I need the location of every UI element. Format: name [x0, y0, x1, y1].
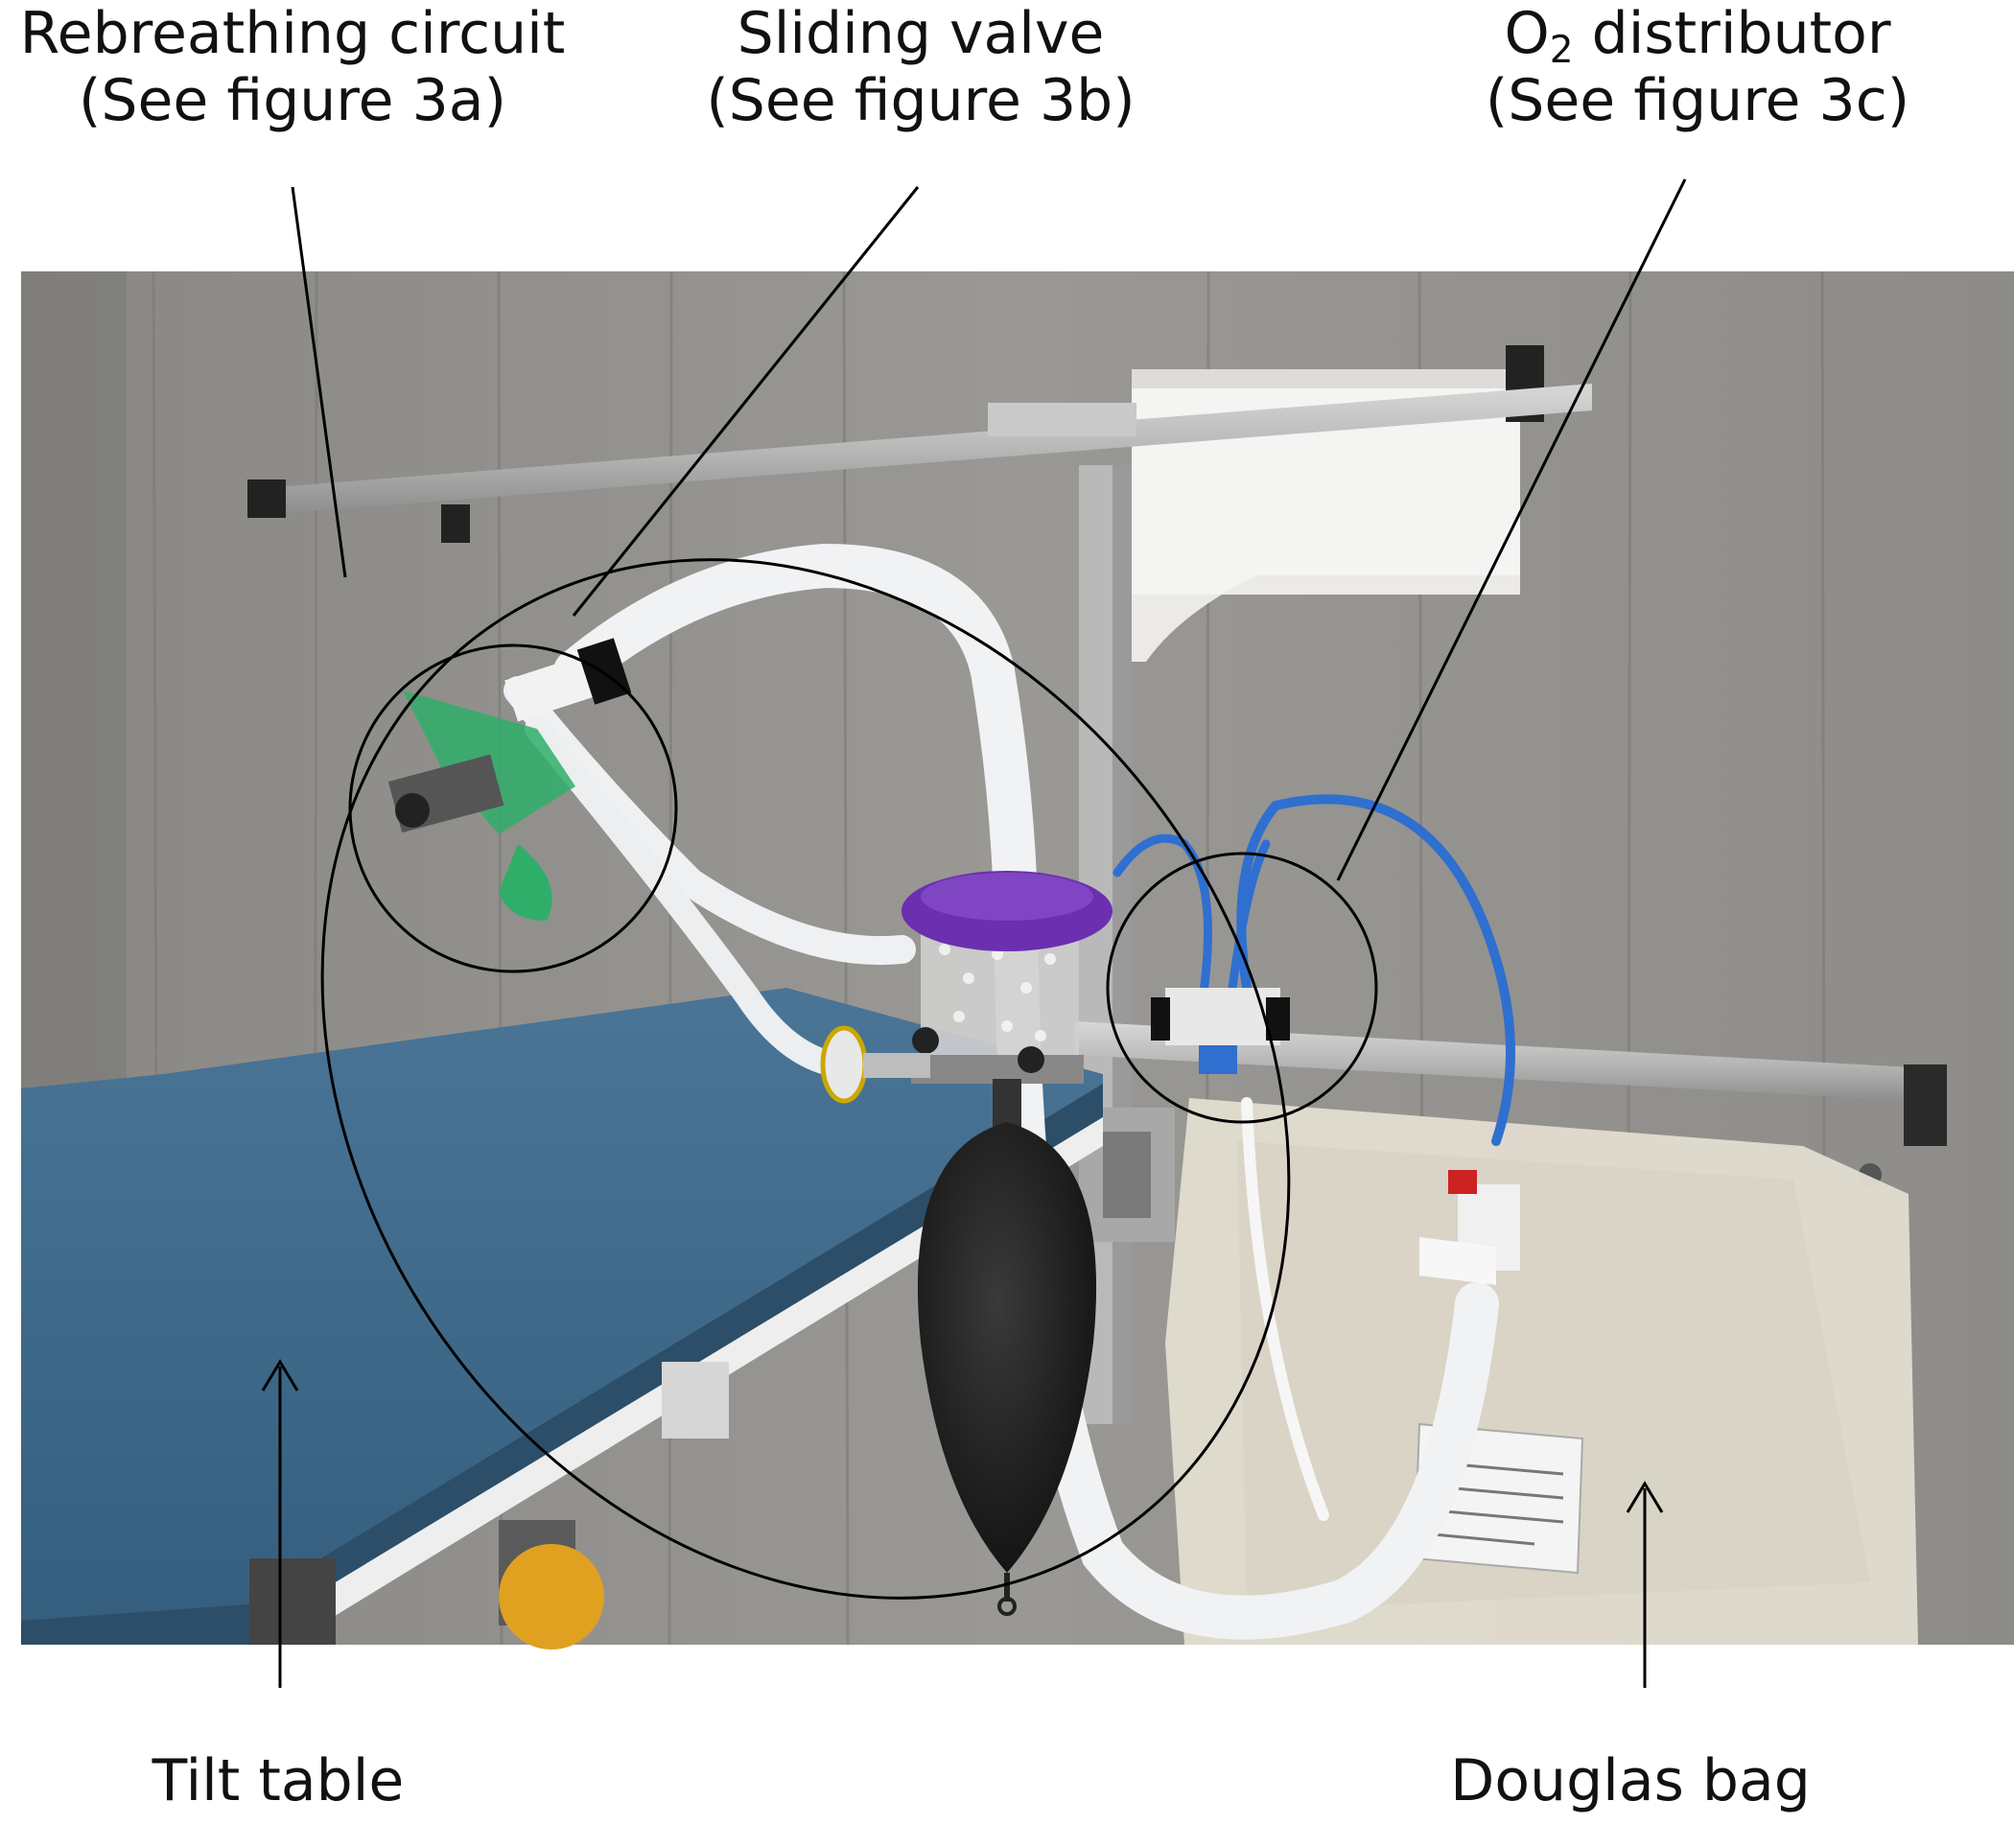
o2-distributor-block: [1151, 988, 1290, 1074]
o2-distributor-pointer: [1336, 178, 1687, 881]
rebreathing-bag: [917, 1079, 1097, 1616]
rebreathing-circuit-reference: (See figure 3a): [79, 67, 506, 134]
sliding-valve-pointer: [572, 186, 920, 617]
sliding-valve-label: Sliding valve (See figure 3b): [671, 0, 1170, 134]
annotations: [261, 178, 1687, 1688]
filter: [820, 1025, 930, 1104]
rebreathing-circuit-title: Rebreathing circuit: [19, 0, 566, 67]
sample-tube: [1241, 1097, 1329, 1521]
tilt-table: [21, 988, 1103, 1649]
tilt-table-label: Tilt table: [152, 1747, 405, 1814]
douglas-bag-arrow: [1626, 1481, 1664, 1688]
o2-distributor-title: O2 distributor: [1439, 0, 1956, 69]
o2-prefix: O: [1504, 0, 1550, 67]
sliding-valve-title: Sliding valve: [737, 0, 1105, 67]
rebreathing-circuit-pointer: [291, 186, 347, 578]
vertical-pole: [1079, 465, 1175, 1424]
rebreathing-circuit-label: Rebreathing circuit (See figure 3a): [0, 0, 585, 134]
rebreathing-circuit-circle: [320, 558, 1291, 1600]
sliding-valve-reference: (See figure 3b): [706, 67, 1136, 134]
o2-distributor-label: O2 distributor (See figure 3c): [1439, 0, 1956, 134]
douglas-bag-valve: [1419, 1170, 1520, 1285]
o2-distributor-circle: [1106, 852, 1378, 1124]
hose-lower: [525, 716, 847, 1077]
o2-subscript: 2: [1549, 28, 1574, 72]
wall-dark-corner: [21, 271, 127, 1135]
douglas-bag-label: Douglas bag: [1450, 1747, 1811, 1814]
photo: [21, 270, 2014, 1649]
upper-rail: [247, 384, 1592, 543]
o2-distributor-reference: (See figure 3c): [1485, 67, 1910, 134]
o2-suffix: distributor: [1573, 0, 1891, 67]
tilt-table-arrow: [261, 1359, 299, 1688]
co2-absorber: [902, 871, 1112, 1084]
sliding-valve-circle: [348, 643, 678, 973]
sliding-valve-assembly: [387, 638, 632, 921]
